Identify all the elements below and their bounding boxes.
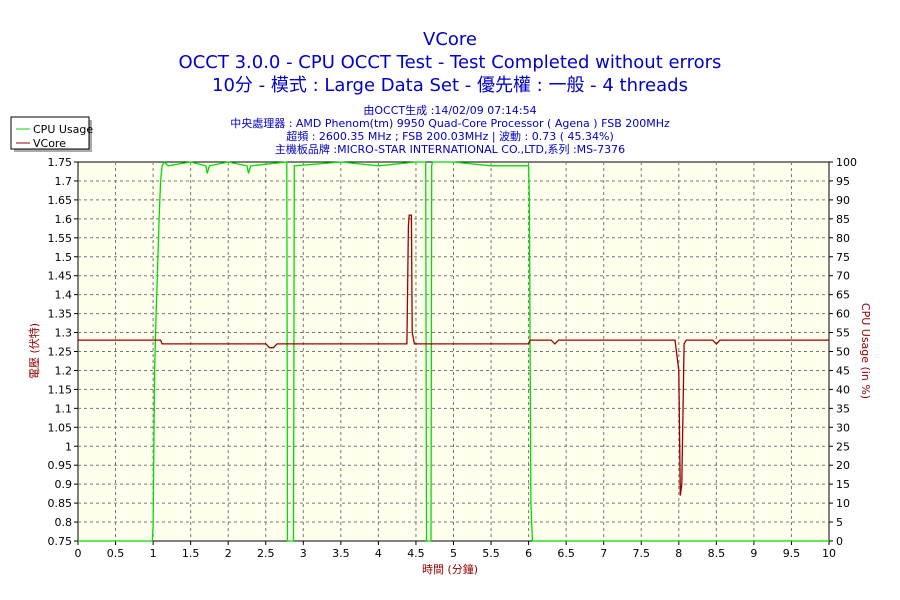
y-right-tick-label: 5 (836, 516, 843, 529)
y-right-tick-label: 10 (836, 497, 850, 510)
y-left-tick-label: 1.25 (48, 346, 73, 359)
grid (78, 162, 829, 541)
y-right-tick-label: 25 (836, 440, 850, 453)
y-right-tick-label: 20 (836, 459, 850, 472)
y-right-axis-label: CPU Usage (in %) (859, 303, 872, 399)
y-right-tick-label: 55 (836, 327, 850, 340)
y-right-tick-label: 70 (836, 270, 850, 283)
y-left-tick-label: 0.8 (55, 516, 73, 529)
y-left-tick-label: 1.35 (48, 308, 73, 321)
y-left-axis-label: 電壓 (伏特) (27, 323, 41, 379)
x-tick-label: 5 (450, 547, 457, 560)
y-left-tick-label: 0.85 (48, 497, 73, 510)
y-left-tick-label: 1.75 (48, 156, 73, 169)
y-left-tick-label: 1.15 (48, 383, 73, 396)
x-tick-label: 6.5 (557, 547, 575, 560)
x-tick-label: 0 (75, 547, 82, 560)
y-right-tick-label: 0 (836, 535, 843, 548)
x-tick-label: 4 (375, 547, 382, 560)
info-generated: 由OCCT生成 :14/02/09 07:14:54 (363, 103, 536, 117)
chart-subtitle-1: OCCT 3.0.0 - CPU OCCT Test - Test Comple… (179, 52, 722, 73)
y-left-tick-label: 0.9 (55, 478, 73, 491)
x-axis-label: 時間 (分鐘) (422, 562, 478, 576)
y-left-tick-label: 1.1 (55, 402, 73, 415)
y-right-tick-label: 35 (836, 402, 850, 415)
y-right-tick-label: 100 (836, 156, 857, 169)
y-right-tick-label: 80 (836, 232, 850, 245)
y-left-tick-label: 1.2 (55, 364, 73, 377)
y-right-tick-label: 60 (836, 308, 850, 321)
y-right-tick-label: 75 (836, 251, 850, 264)
info-cpu: 中央處理器 : AMD Phenom(tm) 9950 Quad-Core Pr… (230, 116, 670, 130)
cpu-usage-series-line (78, 160, 829, 542)
y-right-tick-label: 40 (836, 383, 850, 396)
x-tick-label: 5.5 (482, 547, 500, 560)
x-tick-label: 8.5 (708, 547, 726, 560)
y-left-tick-label: 1.6 (55, 213, 73, 226)
x-tick-label: 2 (225, 547, 232, 560)
x-tick-label: 10 (822, 547, 836, 560)
y-left-tick-label: 1.7 (55, 175, 73, 188)
x-tick-label: 9 (750, 547, 757, 560)
y-left-tick-label: 1.65 (48, 194, 73, 207)
x-tick-label: 2.5 (257, 547, 275, 560)
y-left-tick-label: 0.95 (48, 459, 73, 472)
info-motherboard: 主機板品牌 :MICRO-STAR INTERNATIONAL CO.,LTD,… (275, 142, 625, 156)
y-right-tick-label: 95 (836, 175, 850, 188)
y-left-tick-label: 1 (65, 440, 72, 453)
y-right-tick-label: 30 (836, 421, 850, 434)
x-tick-label: 3 (300, 547, 307, 560)
info-overclock: 超頻 : 2600.35 MHz ; FSB 200.03MHz | 波動 : … (286, 129, 614, 143)
x-tick-label: 3.5 (332, 547, 350, 560)
legend-label-vcore: VCore (33, 137, 66, 150)
x-tick-label: 1.5 (182, 547, 200, 560)
y-left-tick-label: 1.4 (55, 289, 73, 302)
chart-subtitle-2: 10分 - 模式 : Large Data Set - 優先權 : 一般 - 4… (212, 75, 688, 96)
series (78, 160, 829, 542)
legend: CPU Usage VCore (10, 116, 93, 152)
y-left-tick-label: 0.75 (48, 535, 73, 548)
y-right-tick-label: 50 (836, 346, 850, 359)
y-left-tick-label: 1.5 (55, 251, 73, 264)
ticks: 0 0.5 1 1.5 2 2.5 3 3.5 4 4.5 5 5.5 6 6.5 7 7.5 8 8.5 9 9.5… (48, 156, 858, 560)
y-left-tick-label: 1.3 (55, 327, 73, 340)
y-left-tick-label: 1.55 (48, 232, 73, 245)
chart-title: VCore (423, 29, 477, 50)
y-right-tick-label: 45 (836, 364, 850, 377)
x-tick-label: 6 (525, 547, 532, 560)
legend-label-cpu: CPU Usage (33, 123, 93, 136)
vcore-series-line (78, 214, 829, 496)
x-tick-label: 0.5 (107, 547, 125, 560)
y-right-tick-label: 90 (836, 194, 850, 207)
x-tick-label: 8 (675, 547, 682, 560)
x-tick-label: 7.5 (633, 547, 651, 560)
x-tick-label: 7 (600, 547, 607, 560)
y-right-tick-label: 65 (836, 289, 850, 302)
y-left-tick-label: 1.05 (48, 421, 73, 434)
x-tick-label: 4.5 (407, 547, 425, 560)
x-tick-label: 1 (150, 547, 157, 560)
y-right-tick-label: 85 (836, 213, 850, 226)
y-left-tick-label: 1.45 (48, 270, 73, 283)
x-tick-label: 9.5 (783, 547, 801, 560)
y-right-tick-label: 15 (836, 478, 850, 491)
